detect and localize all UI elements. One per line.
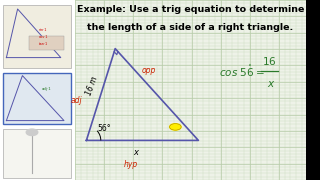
Text: $16$: $16$: [262, 55, 277, 67]
FancyBboxPatch shape: [3, 73, 71, 124]
Text: x: x: [133, 148, 139, 157]
Text: $\circ$: $\circ$: [247, 61, 252, 67]
Text: $=$: $=$: [253, 68, 264, 76]
Text: the length of a side of a right triangle.: the length of a side of a right triangle…: [87, 22, 293, 32]
Text: $x$: $x$: [267, 79, 275, 89]
Circle shape: [170, 124, 181, 130]
Bar: [29, 36, 64, 50]
Text: adj·1: adj·1: [42, 87, 51, 91]
Circle shape: [26, 129, 38, 136]
Text: adj: adj: [70, 96, 82, 105]
Text: 16 m: 16 m: [84, 76, 100, 97]
Text: Example: Use a trig equation to determine: Example: Use a trig equation to determin…: [77, 5, 304, 14]
Bar: [0, 0, 75, 180]
Bar: [306, 0, 320, 180]
Text: 56°: 56°: [98, 124, 111, 133]
Text: sin·1: sin·1: [39, 28, 47, 32]
Text: hyp: hyp: [124, 160, 138, 169]
Text: tan·1: tan·1: [39, 42, 48, 46]
Text: $cos\ 56$: $cos\ 56$: [219, 66, 255, 78]
Text: opp: opp: [142, 66, 156, 75]
Text: cos·1: cos·1: [38, 35, 48, 39]
FancyBboxPatch shape: [3, 4, 71, 68]
FancyBboxPatch shape: [3, 129, 71, 178]
